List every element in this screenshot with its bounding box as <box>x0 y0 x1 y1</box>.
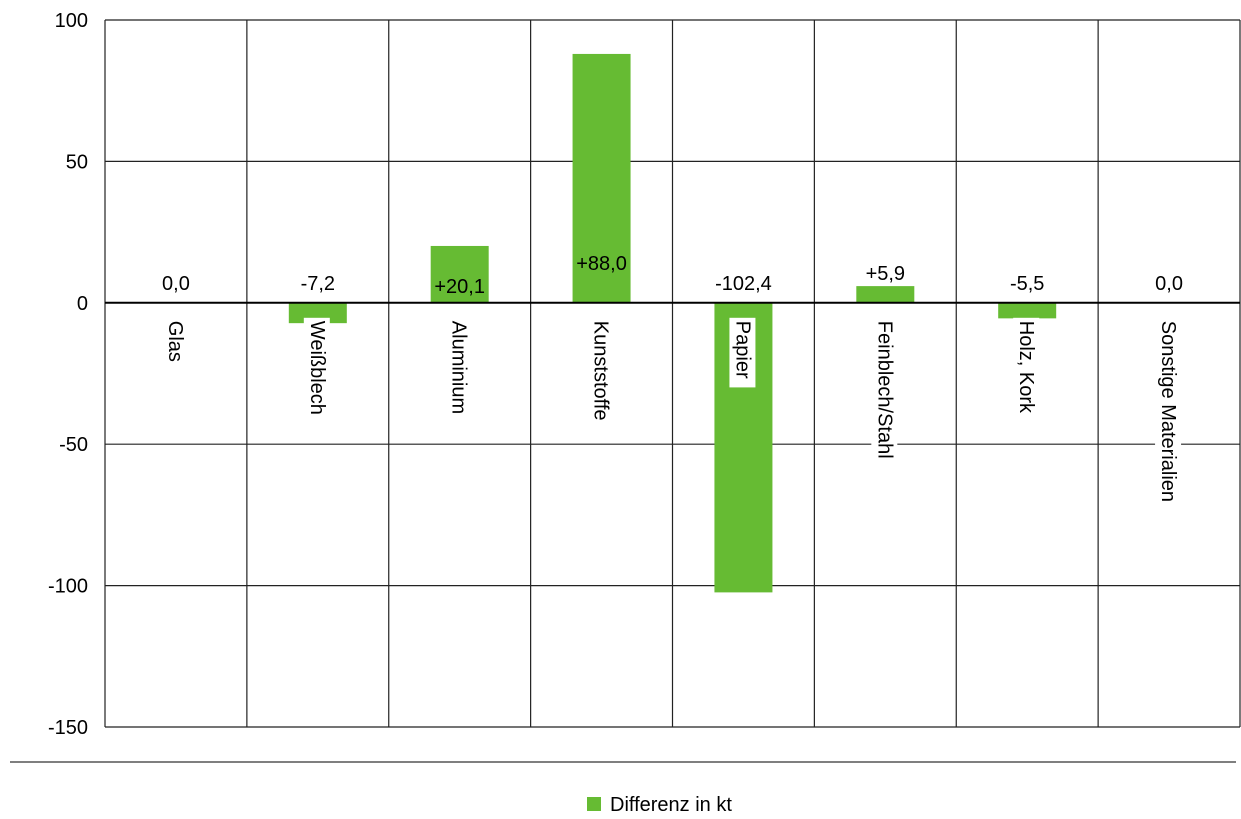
category-label: Papier <box>731 321 753 379</box>
y-tick-label: 0 <box>77 293 88 315</box>
category-label-bg <box>587 317 614 441</box>
bar-5 <box>856 286 915 303</box>
category-label-bg <box>1013 317 1040 430</box>
data-label: -7,2 <box>301 273 335 295</box>
data-label: +20,1 <box>434 276 485 298</box>
data-label: 0,0 <box>1155 273 1183 295</box>
data-label: +88,0 <box>576 253 627 275</box>
category-label-bg <box>161 317 188 367</box>
category-label-bg <box>445 317 472 420</box>
y-tick-label: 50 <box>66 151 88 173</box>
legend-swatch <box>587 797 601 811</box>
category-label: Weißblech <box>306 321 328 415</box>
category-label-bg <box>729 317 756 388</box>
y-tick-label: -150 <box>48 717 88 739</box>
y-axis-ticks: 100 50 0 -50 -100 -150 <box>48 10 88 739</box>
category-label-group: Aluminium <box>445 317 472 420</box>
data-label: +5,9 <box>866 263 905 285</box>
y-tick-label: 100 <box>55 10 88 32</box>
bar-6 <box>998 302 1057 319</box>
category-label-bg <box>871 317 898 483</box>
bar-2 <box>430 245 489 303</box>
grid-lines <box>104 19 1241 728</box>
category-label-group: Weißblech <box>303 317 330 420</box>
category-label-group: Feinblech/Stahl <box>871 317 898 483</box>
category-label-group: Papier <box>729 317 756 388</box>
category-labels: Glas Weißblech Aluminium Kunststoffe Papier F… <box>161 317 1182 536</box>
category-label: Sonstige Materialien <box>1157 321 1179 502</box>
bar-3 <box>572 53 631 303</box>
data-labels: 0,0 -7,2 +20,1 +88,0 -102,4 +5,9 -5,5 0,0 <box>162 253 1183 298</box>
category-label-bg <box>303 317 330 420</box>
category-label: Aluminium <box>448 321 470 414</box>
category-label: Holz, Kork <box>1015 321 1037 414</box>
category-label-group: Glas <box>161 317 188 367</box>
category-label: Kunststoffe <box>590 321 612 421</box>
category-label: Feinblech/Stahl <box>873 321 895 459</box>
legend: Differenz in kt <box>587 794 732 816</box>
data-label: -5,5 <box>1010 273 1044 295</box>
legend-label: Differenz in kt <box>610 794 732 816</box>
y-tick-label: -100 <box>48 576 88 598</box>
category-label-group: Holz, Kork <box>1013 317 1040 430</box>
category-label: Glas <box>164 321 186 362</box>
bar-1 <box>288 302 347 324</box>
category-label-bg <box>1155 317 1182 536</box>
category-label-group: Kunststoffe <box>587 317 614 441</box>
category-label-group: Sonstige Materialien <box>1155 317 1182 536</box>
data-label: 0,0 <box>162 273 190 295</box>
data-label: -102,4 <box>715 273 772 295</box>
y-tick-label: -50 <box>59 434 88 456</box>
